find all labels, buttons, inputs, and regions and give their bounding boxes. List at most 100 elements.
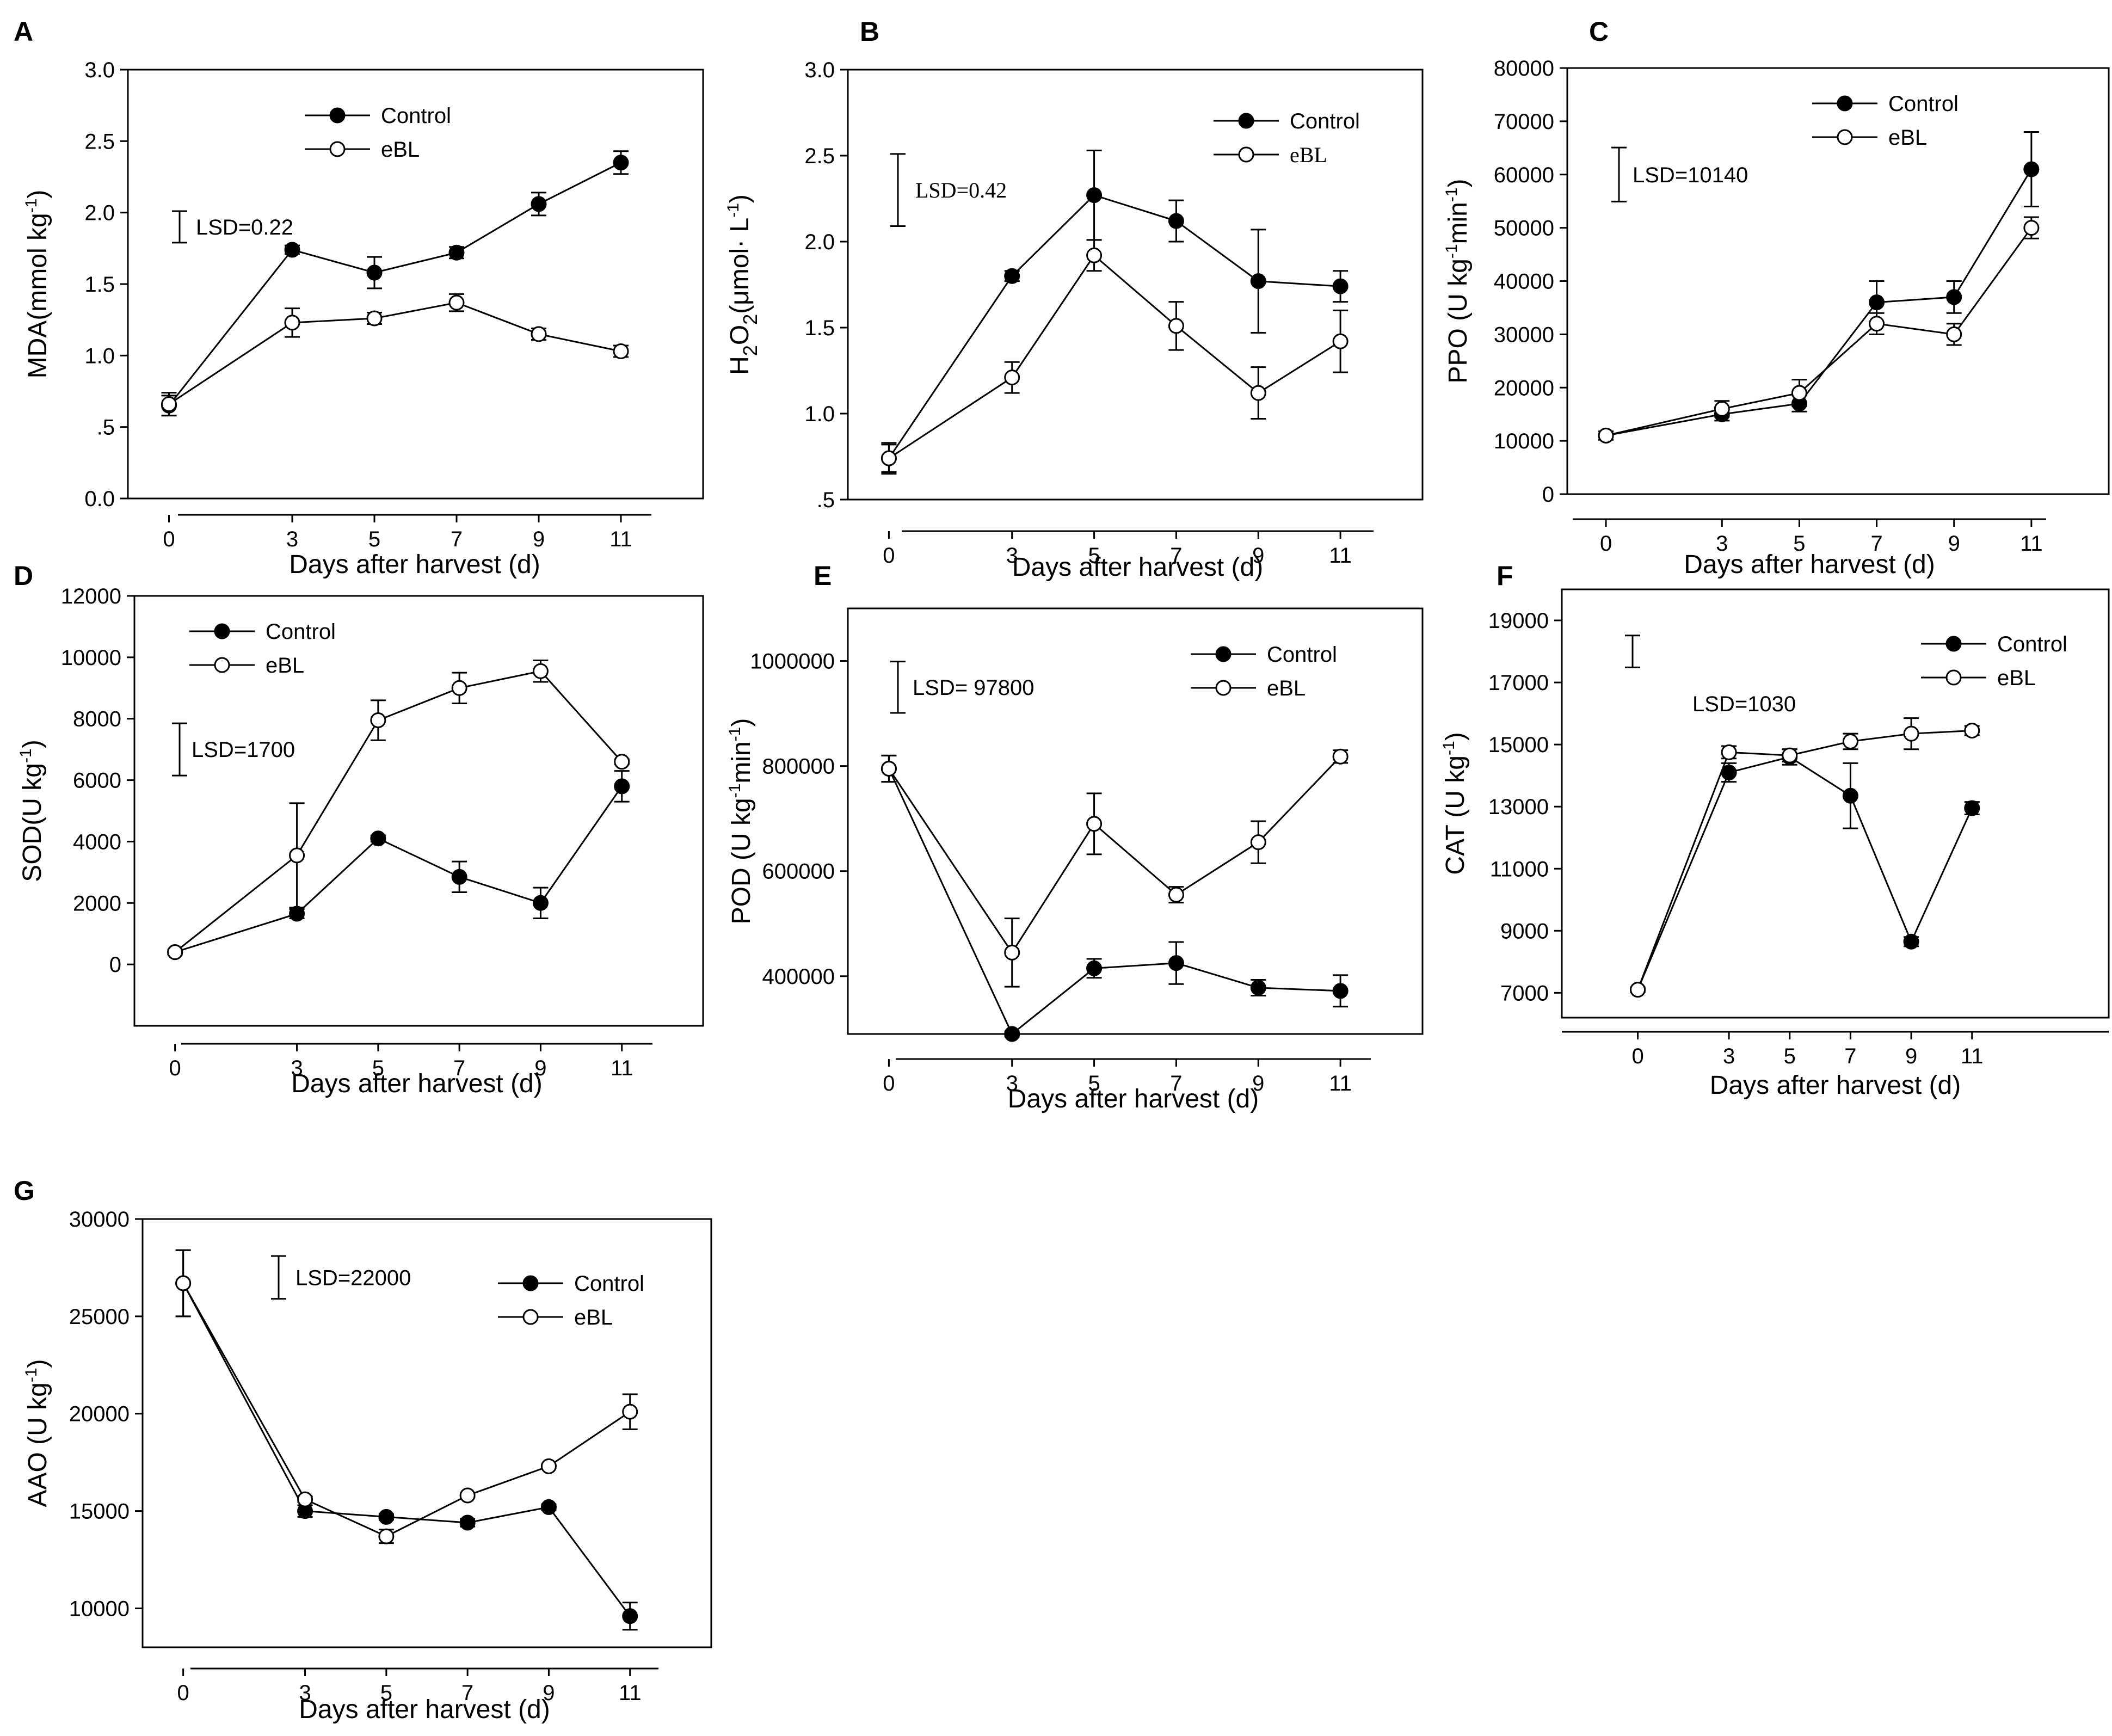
y-tick-label: 2.5 xyxy=(804,144,835,168)
lsd-label: LSD=1030 xyxy=(1692,692,1796,716)
y-tick-label: 13000 xyxy=(1488,795,1549,819)
series-line xyxy=(175,786,623,953)
legend-marker xyxy=(1215,680,1232,696)
y-tick-label: 9000 xyxy=(1500,919,1549,943)
y-axis: .5 1.0 1.5 2.0 2.5 3.0 xyxy=(804,58,848,512)
legend-label: Control xyxy=(1888,92,1959,116)
chart-panel-d: D 0 2000 4000 6000 8000 10000 12000 0 3 5 7 9 11 Days … xyxy=(14,561,704,1098)
legend: Control eBL xyxy=(498,1272,644,1329)
y-tick-label: 10000 xyxy=(69,1597,130,1621)
lsd-label: LSD= 97800 xyxy=(913,676,1035,700)
legend-label: Control xyxy=(266,620,336,644)
x-tick-label: 3 xyxy=(1006,1072,1018,1095)
x-axis: 0 3 5 7 9 11 xyxy=(169,1043,652,1080)
panel-label: B xyxy=(860,16,879,47)
x-axis-label: Days after harvest (d) xyxy=(1710,1071,1961,1100)
lsd-label: LSD=0.42 xyxy=(915,178,1007,202)
series-line xyxy=(888,254,1341,459)
x-axis: 0 3 5 7 9 11 xyxy=(163,514,651,551)
legend-label: eBL xyxy=(574,1306,613,1329)
data-point xyxy=(284,315,300,331)
y-axis: 0 2000 4000 6000 8000 10000 12000 xyxy=(61,584,134,977)
data-point xyxy=(1791,385,1807,401)
x-tick-label: 7 xyxy=(461,1681,473,1705)
series-line xyxy=(1637,756,1973,990)
data-point xyxy=(1250,273,1266,290)
x-tick-label: 3 xyxy=(286,527,298,551)
legend: Control eBL xyxy=(1921,632,2067,690)
series-ebl xyxy=(1630,717,1980,998)
data-point xyxy=(459,1487,476,1504)
legend-item-control: Control xyxy=(189,620,336,644)
legend: Control eBL xyxy=(305,104,451,162)
series-line xyxy=(888,194,1341,459)
y-tick-label: 20000 xyxy=(69,1402,130,1426)
x-tick-label: 11 xyxy=(619,1681,642,1705)
x-tick-label: 0 xyxy=(163,527,175,551)
y-tick-label: 4000 xyxy=(73,830,121,854)
data-point xyxy=(1842,787,1858,804)
y-tick-label: 17000 xyxy=(1488,671,1549,695)
lsd-label: LSD=0.22 xyxy=(196,216,293,239)
y-tick-label: 40000 xyxy=(1494,270,1554,294)
plot-frame xyxy=(847,607,1424,1035)
chart-panel-f: F 7000 9000 11000 13000 15000 17000 19000 0 3 5 7 9 1… xyxy=(1440,561,2110,1100)
legend-item-ebl: eBL xyxy=(498,1306,613,1329)
data-point xyxy=(1842,733,1858,749)
data-point xyxy=(1004,1026,1020,1042)
chart-panel-a: A 0.0 .5 1.0 1.5 2.0 2.5 3.0 0 3 5 7 9 11 Days after h… xyxy=(14,16,704,579)
series-ebl xyxy=(161,293,629,417)
x-tick-label: 0 xyxy=(1631,1044,1643,1068)
legend-item-ebl: eBL xyxy=(1214,143,1327,167)
x-tick-label: 3 xyxy=(291,1056,303,1080)
y-tick-label: 1.0 xyxy=(804,402,835,426)
y-tick-label: 60000 xyxy=(1494,163,1554,187)
legend-item-ebl: eBL xyxy=(1191,676,1306,700)
y-axis-label: SOD(U kg-1) xyxy=(17,740,47,882)
x-tick-label: 0 xyxy=(883,544,895,568)
series-line xyxy=(1605,227,2033,436)
y-tick-label: 15000 xyxy=(69,1500,130,1524)
y-tick-label: 2.0 xyxy=(804,230,835,254)
x-tick-label: 3 xyxy=(1006,544,1018,568)
legend-marker xyxy=(1945,636,1962,652)
data-point xyxy=(1086,960,1103,976)
legend-item-ebl: eBL xyxy=(1921,666,2036,690)
legend: Control eBL xyxy=(1191,643,1337,700)
x-tick-label: 5 xyxy=(380,1681,392,1705)
series-control xyxy=(175,1249,638,1631)
data-point xyxy=(451,869,467,885)
data-point xyxy=(161,396,177,413)
data-point xyxy=(1903,933,1919,950)
y-axis: 400000 600000 800000 1000000 xyxy=(750,650,848,989)
y-axis: 7000 9000 11000 13000 15000 17000 19000 xyxy=(1488,609,1562,1005)
y-tick-label: 1000000 xyxy=(750,650,835,674)
x-axis: 0 3 5 7 9 11 xyxy=(883,530,1374,568)
x-tick-label: 3 xyxy=(1716,532,1728,556)
legend-marker xyxy=(329,107,346,124)
y-axis-label: CAT (U kg-1) xyxy=(1440,732,1470,875)
series-line xyxy=(168,162,621,407)
y-tick-label: 3.0 xyxy=(804,58,835,82)
data-point xyxy=(289,847,305,864)
plot-frame xyxy=(847,69,1424,501)
data-point xyxy=(1004,370,1020,386)
data-point xyxy=(880,450,897,466)
legend-label: eBL xyxy=(1290,143,1327,167)
legend-marker xyxy=(329,141,346,157)
data-point xyxy=(1630,982,1646,998)
x-tick-label: 11 xyxy=(609,527,632,551)
x-tick-label: 3 xyxy=(299,1681,311,1705)
panel-label: C xyxy=(1589,16,1609,47)
y-axis-label: PPO (U kg-1min-1) xyxy=(1443,178,1473,383)
x-tick-label: 5 xyxy=(1793,532,1805,556)
y-tick-label: 12000 xyxy=(61,584,121,608)
data-point xyxy=(448,294,465,311)
x-tick-label: 9 xyxy=(533,527,545,551)
legend-marker xyxy=(1837,129,1853,145)
x-tick-label: 5 xyxy=(1784,1044,1796,1068)
x-tick-label: 11 xyxy=(611,1056,633,1080)
y-tick-label: 2000 xyxy=(73,891,121,915)
chart-panel-b: B .5 1.0 1.5 2.0 2.5 3.0 0 3 5 7 9 11 Days after harv… xyxy=(724,16,1424,582)
data-point xyxy=(614,778,630,795)
